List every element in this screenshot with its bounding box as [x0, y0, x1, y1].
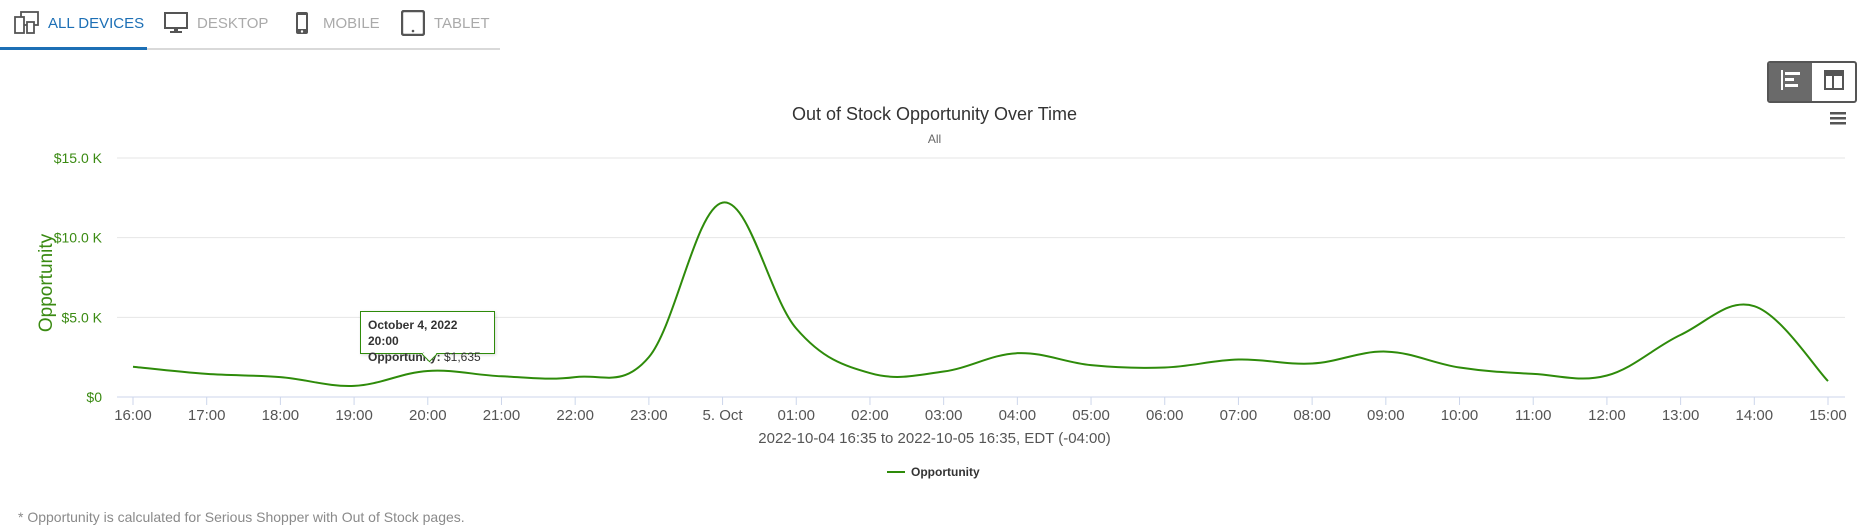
data-tooltip: October 4, 2022 20:00 Opportunity: $1,63…	[360, 311, 495, 364]
tooltip-title: October 4, 2022 20:00	[368, 318, 458, 348]
tab-desktop[interactable]: DESKTOP	[163, 0, 268, 46]
y-tick-label: $15.0 K	[54, 150, 103, 166]
grid-lines	[117, 157, 1845, 318]
view-toggle	[1767, 61, 1857, 103]
series-line-opportunity	[132, 201, 1829, 387]
x-tick-label: 14:00	[1736, 407, 1774, 424]
tab-label: MOBILE	[323, 14, 380, 32]
table-layout-icon	[1822, 69, 1846, 96]
y-tick-label: $10.0 K	[54, 230, 103, 246]
x-tick-label: 10:00	[1441, 407, 1479, 424]
x-axis-ticks: 16:00 17:00 18:00 19:00 20:00 21:00 22:00 23:00…	[114, 397, 1847, 424]
bar-view-button[interactable]	[1769, 63, 1812, 101]
hamburger-menu-icon	[1828, 112, 1850, 132]
x-tick-label: 22:00	[556, 407, 594, 424]
active-tab-indicator	[0, 47, 147, 50]
x-tick-label: 12:00	[1588, 407, 1626, 424]
tooltip-label: Opportunity:	[368, 350, 441, 364]
series-group	[132, 201, 1829, 387]
chart-menu-button[interactable]	[1828, 108, 1850, 128]
x-tick-label: 19:00	[335, 407, 373, 424]
x-tick-label: 09:00	[1367, 407, 1405, 424]
all-devices-icon	[14, 10, 40, 36]
tooltip-value: $1,635	[444, 350, 481, 364]
tab-mobile[interactable]: MOBILE	[289, 0, 380, 46]
y-tick-label: $5.0 K	[62, 309, 103, 325]
chart-title: Out of Stock Opportunity Over Time	[791, 104, 1078, 124]
x-tick-label: 05:00	[1072, 407, 1110, 424]
tab-label: ALL DEVICES	[48, 14, 145, 32]
bar-chart-icon	[1779, 69, 1803, 96]
x-tick-label: 23:00	[630, 407, 668, 424]
legend-label: Opportunity	[911, 465, 980, 479]
legend-item-opportunity[interactable]: Opportunity	[887, 465, 980, 479]
tab-label: TABLET	[434, 14, 490, 32]
x-tick-label: 07:00	[1220, 407, 1258, 424]
footnote: * Opportunity is calculated for Serious …	[18, 509, 465, 525]
x-tick-label: 01:00	[777, 407, 815, 424]
x-tick-label: 17:00	[188, 407, 226, 424]
y-tick-label: $0	[86, 389, 102, 405]
x-tick-label: 03:00	[925, 407, 963, 424]
x-tick-label: 20:00	[409, 407, 447, 424]
tab-tablet[interactable]: TABLET	[400, 0, 490, 46]
x-tick-label: 13:00	[1662, 407, 1700, 424]
tab-all-devices[interactable]: ALL DEVICES	[14, 0, 144, 46]
x-tick-label: 04:00	[999, 407, 1037, 424]
tab-label: DESKTOP	[197, 14, 269, 32]
x-tick-label: 06:00	[1146, 407, 1184, 424]
mobile-icon	[289, 10, 315, 36]
table-view-button[interactable]	[1812, 63, 1855, 101]
tablet-icon	[400, 10, 426, 36]
x-tick-label: 11:00	[1515, 407, 1551, 424]
x-tick-label: 08:00	[1293, 407, 1331, 424]
x-axis-title: 2022-10-04 16:35 to 2022-10-05 16:35, ED…	[758, 430, 1111, 447]
x-tick-label: 16:00	[114, 407, 152, 424]
x-tick-label: 18:00	[262, 407, 300, 424]
x-tick-label: 02:00	[851, 407, 889, 424]
x-tick-label: 21:00	[483, 407, 521, 424]
y-axis-ticks: $0 $5.0 K $10.0 K $15.0 K	[54, 150, 103, 405]
x-tick-label: 5. Oct	[703, 407, 744, 424]
x-tick-label: 15:00	[1809, 407, 1847, 424]
legend-swatch	[887, 471, 905, 473]
device-tabs: ALL DEVICES DESKTOP MOBILE TABLET	[0, 0, 500, 50]
desktop-icon	[163, 10, 189, 36]
chart-subtitle: All	[927, 132, 942, 146]
